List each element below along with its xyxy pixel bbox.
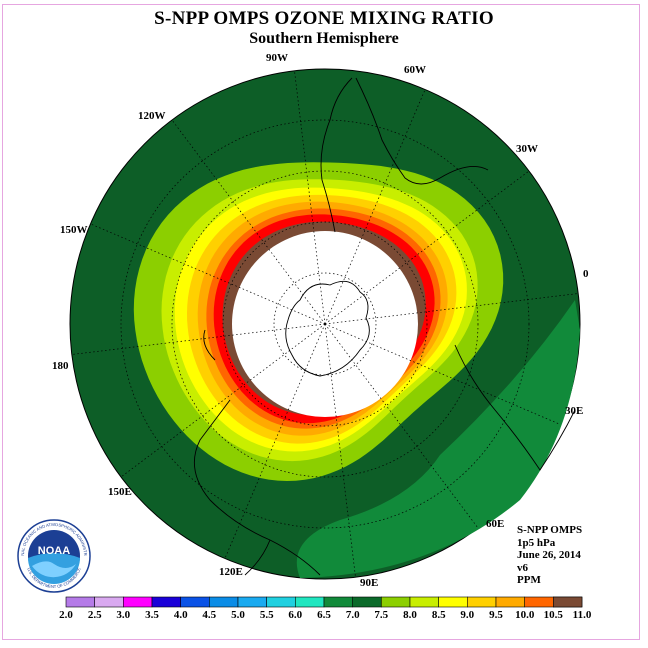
meridian-line [294,70,326,325]
longitude-label: 0 [583,268,589,280]
colorbar-tick-label: 5.5 [259,609,274,621]
longitude-label: 150W [60,224,88,236]
colorbar-tick-label: 8.0 [403,609,417,621]
longitude-label: 180 [52,360,69,372]
instrument-label: S-NPP OMPS [517,524,583,536]
map-subtitle: Southern Hemisphere [249,30,399,47]
longitude-label: 120E [219,566,243,578]
meridian-line [71,323,326,355]
colorbar-tick-label: 4.5 [202,609,217,621]
map-title: S-NPP OMPS OZONE MIXING RATIO [154,8,494,29]
antarctica-coast [285,280,370,377]
colorbar-tick-label: 6.5 [317,609,331,621]
colorbar-tick-label: 7.5 [374,609,389,621]
longitude-label: 90E [360,577,379,589]
colorbar-tick-label: 8.5 [431,609,446,621]
info-block: S-NPP OMPS 1p5 hPa June 26, 2014 v6 PPM [517,524,582,587]
australia-coast [193,399,321,576]
colorbar-tick-label: 2.5 [87,609,102,621]
colorbar-tick-label: 4.0 [173,609,188,621]
colorbar-tick-label: 5.0 [231,609,245,621]
colorbar-tick-label: 6.0 [288,609,303,621]
colorbar-tick-label: 11.0 [572,609,592,621]
graticule [71,70,579,578]
meridian-line [120,323,326,478]
colorbar-tick-label: 3.0 [116,609,131,621]
meridian-line [324,89,426,325]
meridian-line [324,293,579,325]
africa-coast [454,344,576,471]
date-label: June 26, 2014 [517,549,581,561]
longitude-label: 30W [516,143,538,155]
south-america-coast [320,77,353,233]
longitude-label: 30E [565,405,584,417]
coastlines [193,77,576,576]
colorbar-tick-label: 2.0 [59,609,73,621]
longitude-label: 120W [138,110,166,122]
version-label: v6 [517,561,528,574]
meridian-line [171,119,326,325]
colorbar-tick-label: 3.5 [145,609,159,621]
meridian-line [324,323,560,425]
colorbar-tick-label: 7.0 [345,609,360,621]
pressure-level-label: 1p5 hPa [517,536,556,549]
meridian-line [90,223,326,325]
meridian-line [324,323,479,529]
colorbar-tick-label: 10.0 [515,609,535,621]
indonesia-coast [244,539,271,576]
meridian-line [324,323,356,578]
longitude-label: 60W [404,64,426,76]
latitude-circle [222,221,428,427]
colorbar-tick-label: 9.5 [489,609,503,621]
longitude-label: 60E [486,518,505,530]
colorbar-tick-label: 9.0 [460,609,475,621]
longitude-label: 150E [108,486,132,498]
south-america-east-coast [355,77,489,185]
latitude-circle [171,170,479,478]
new-zealand-coast [203,329,216,361]
latitude-circle [120,119,530,529]
units-label: PPM [517,574,541,586]
logo-text: NOAA [38,545,70,557]
meridian-line [324,170,530,325]
latitude-circle [273,272,377,376]
noaa-logo-icon: NOAA NATIONAL OCEANIC AND ATMOSPHERIC AD… [16,518,91,593]
colorbar-tick-label: 10.5 [543,609,563,621]
meridian-line [224,323,326,559]
longitude-label: 90W [266,52,288,64]
figure-frame [2,4,640,640]
green-patch-east [296,300,580,578]
